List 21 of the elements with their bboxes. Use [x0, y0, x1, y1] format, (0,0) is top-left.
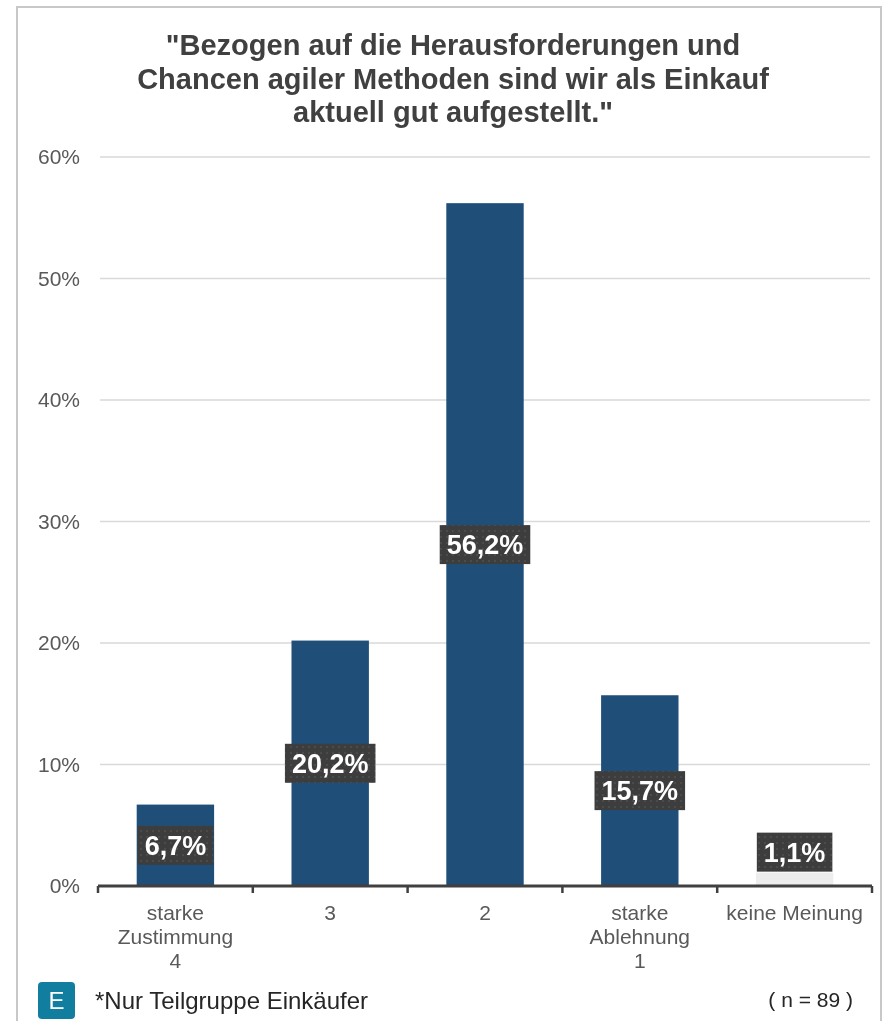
x-tick-label: starke Zustimmung 4 — [117, 900, 234, 972]
data-label: 15,7% — [601, 776, 679, 807]
x-tick-label: 2 — [479, 900, 491, 924]
data-label: 56,2% — [446, 530, 524, 561]
y-tick-label: 20% — [37, 631, 80, 655]
y-tick-label: 30% — [37, 509, 80, 533]
text: ( n = 89 ) — [768, 988, 853, 1011]
x-tick-label: 3 — [324, 900, 337, 924]
y-tick-label: 0% — [49, 874, 80, 898]
data-label: 20,2% — [291, 748, 369, 779]
data-label: 1,1% — [763, 837, 826, 868]
text: *Nur Teilgruppe Einkäufer — [95, 986, 369, 1014]
data-label: 6,7% — [144, 830, 207, 861]
y-tick-label: 40% — [37, 388, 80, 412]
text: E — [48, 987, 65, 1014]
y-tick-label: 60% — [37, 145, 80, 169]
y-tick-label: 10% — [37, 752, 80, 776]
y-tick-label: 50% — [37, 266, 80, 290]
x-tick-label: starke Ablehnung 1 — [589, 900, 691, 972]
chart-title: "Bezogen auf die Herausforderungen und Chancen agiler Methoden sind wir als Einkauf aktuell gut aufgestellt." — [137, 29, 770, 128]
x-tick-label: keine Meinung — [726, 900, 863, 924]
